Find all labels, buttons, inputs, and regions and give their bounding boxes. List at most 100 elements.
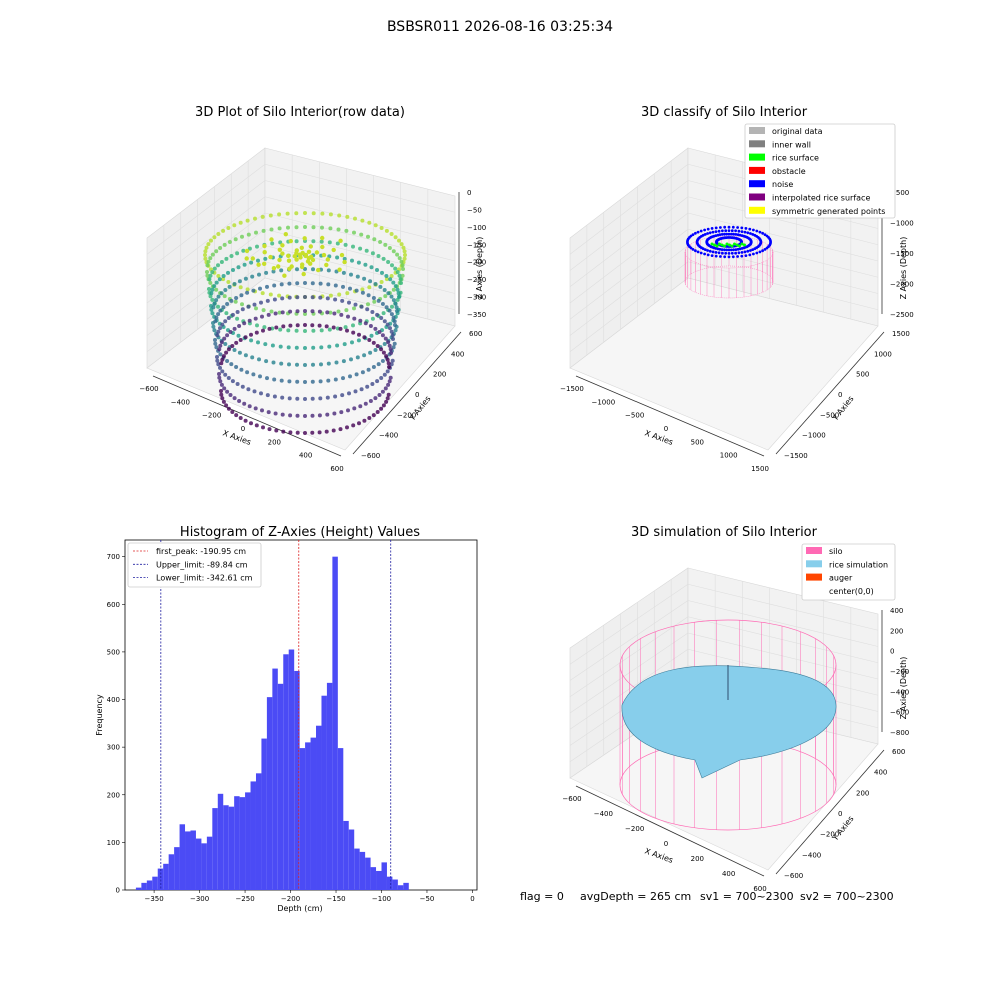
- raw-data-point: [221, 354, 226, 359]
- raw-data-point: [303, 211, 307, 215]
- raw-data-point: [310, 430, 315, 435]
- raw-data-point: [350, 340, 354, 345]
- raw-data-point: [232, 326, 237, 331]
- classify-gridline: [687, 212, 879, 262]
- raw-gridline: [146, 196, 266, 287]
- raw-data-point: [317, 309, 322, 314]
- raw-data-point: [364, 248, 369, 253]
- sim-x-axis: [575, 785, 765, 877]
- raw-data-point: [280, 243, 285, 248]
- raw-data-point: [236, 333, 241, 338]
- raw-data-point: [218, 308, 223, 313]
- raw-data-point: [303, 431, 307, 435]
- histogram-y-tick-label: 500: [107, 648, 120, 656]
- raw-data-point: [237, 399, 242, 403]
- raw-data-point: [297, 252, 303, 258]
- raw-data-point: [363, 262, 368, 267]
- classify-x-axis: [575, 375, 765, 457]
- raw-data-point: [252, 389, 257, 394]
- raw-data-point: [393, 235, 398, 240]
- raw-data-point: [255, 244, 259, 249]
- raw-z-tick-label: −200: [467, 259, 486, 267]
- raw-data-point: [393, 301, 398, 306]
- classify-legend-label: noise: [772, 180, 793, 189]
- raw-data-point: [378, 240, 383, 244]
- raw-data-point: [349, 357, 353, 362]
- raw-data-point: [337, 213, 342, 218]
- raw-data-point: [333, 283, 338, 288]
- raw-data-point: [252, 302, 257, 307]
- raw-data-point: [223, 342, 228, 346]
- sim-y-tick-label: −400: [802, 851, 821, 859]
- raw-y-tick-label: 600: [469, 330, 482, 338]
- raw-data-point: [380, 389, 385, 394]
- raw-gridline: [146, 229, 266, 320]
- raw-data-point: [246, 387, 251, 392]
- raw-data-point: [314, 250, 320, 255]
- raw-data-point: [341, 376, 345, 381]
- raw-data-point: [286, 253, 291, 258]
- classify-noise-point: [746, 249, 750, 253]
- raw-data-point: [384, 305, 389, 310]
- raw-data-point: [395, 270, 400, 275]
- raw-data-point: [327, 327, 332, 332]
- raw-data-point: [268, 292, 273, 297]
- raw-data-point: [367, 416, 372, 420]
- raw-data-point: [268, 213, 273, 218]
- histogram-bar: [261, 738, 267, 890]
- raw-gridline: [264, 163, 456, 213]
- raw-data-point: [345, 328, 349, 333]
- raw-data-point: [359, 387, 364, 392]
- raw-data-point: [310, 413, 315, 418]
- raw-x-tick-label: −400: [171, 398, 190, 406]
- classify-noise-point: [706, 232, 709, 235]
- raw-data-point: [360, 287, 365, 292]
- raw-data-point: [223, 319, 228, 324]
- raw-y-axis-label: Y Axies: [407, 394, 433, 423]
- raw-data-point: [344, 308, 349, 313]
- raw-data-point: [262, 261, 267, 266]
- raw-data-point: [376, 254, 381, 258]
- raw-data-point: [366, 367, 371, 372]
- raw-data-point: [359, 304, 364, 309]
- histogram-bar: [250, 781, 256, 890]
- raw-data-point: [392, 341, 397, 346]
- raw-data-point: [310, 257, 316, 263]
- classify-noise-point: [708, 231, 712, 235]
- sim-z-tick-label: 400: [890, 607, 903, 615]
- raw-data-point: [253, 316, 258, 321]
- raw-data-point: [251, 288, 256, 293]
- raw-gridline: [264, 180, 456, 229]
- classify-noise-point: [736, 255, 739, 258]
- raw-data-point: [318, 396, 323, 401]
- raw-data-point: [280, 412, 285, 417]
- histogram-bar: [195, 838, 202, 890]
- raw-data-point: [283, 232, 288, 237]
- raw-data-point: [317, 430, 322, 435]
- raw-data-point: [333, 394, 338, 399]
- raw-data-point: [271, 269, 276, 274]
- raw-data-point: [402, 256, 407, 261]
- raw-data-point: [294, 248, 299, 253]
- raw-y-tick-label: −600: [361, 452, 380, 460]
- raw-data-point: [385, 396, 390, 401]
- histogram-bar: [190, 830, 196, 890]
- raw-data-point: [352, 406, 357, 411]
- raw-data-point: [388, 347, 393, 352]
- raw-data-point: [287, 266, 292, 271]
- raw-data-point: [288, 413, 293, 418]
- raw-data-point: [228, 330, 233, 334]
- raw-data-point: [273, 411, 278, 416]
- classify-noise-point: [729, 248, 733, 252]
- raw-data-point: [390, 304, 394, 309]
- classify-noise-point: [691, 248, 695, 251]
- classify-noise-point: [714, 254, 718, 258]
- raw-data-point: [389, 274, 394, 278]
- classify-rice-point: [720, 243, 724, 247]
- histogram-x-tick-label: −300: [190, 895, 209, 903]
- raw-data-point: [338, 326, 343, 331]
- raw-data-point: [226, 376, 231, 380]
- classify-noise-point: [763, 248, 767, 251]
- raw-gridline: [146, 245, 266, 336]
- raw-data-point: [263, 256, 268, 261]
